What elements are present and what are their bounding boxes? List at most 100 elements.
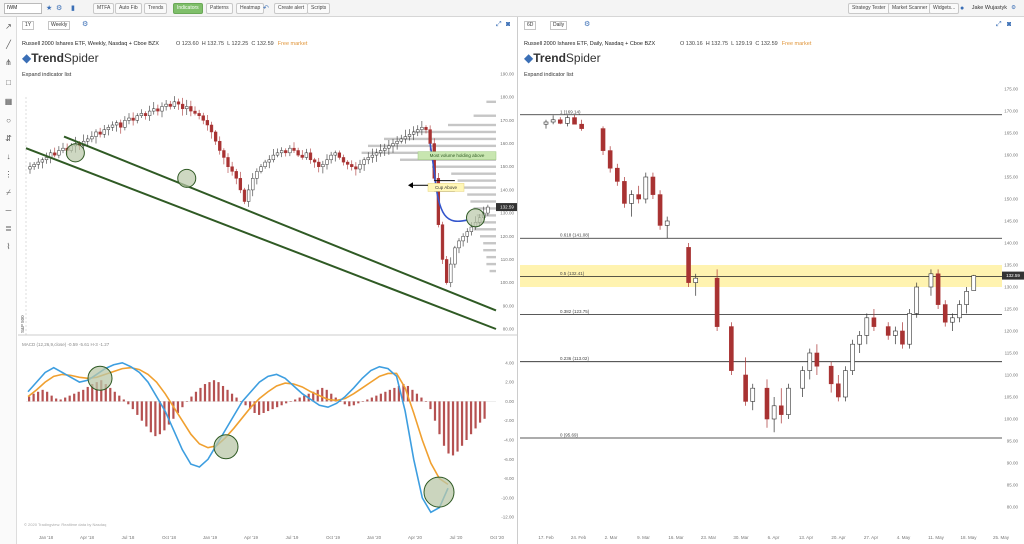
trends-button[interactable]: Trends xyxy=(144,3,168,14)
arrow-tool-icon[interactable]: ↓ xyxy=(6,152,11,161)
settings-icon[interactable]: ⚙ xyxy=(584,21,591,28)
low-value: L 122.25 xyxy=(227,41,249,47)
weekly-chart-canvas[interactable]: 190.00 180.00 170.00 160.00 150.00 140.00 130.… xyxy=(18,17,518,544)
star-icon[interactable]: ★ xyxy=(46,5,53,12)
symbol-input[interactable]: IWM xyxy=(4,3,42,14)
volume-profile-bar xyxy=(486,255,496,259)
macd-histogram-bar xyxy=(253,401,256,413)
expand-indicator-list[interactable]: Expand indicator list xyxy=(22,72,72,78)
candle-body xyxy=(444,259,449,283)
weekly-chart-pane[interactable]: 1Y Weekly ⚙ ⤢ ◙ 190.00 180.00 170.00 160.00… xyxy=(18,17,518,544)
price-axis-label: 150.00 xyxy=(500,164,514,169)
macd-histogram-bar xyxy=(244,401,247,406)
strategy-tester-button[interactable]: Strategy Tester xyxy=(848,3,890,14)
brush-tool-icon[interactable]: ▦ xyxy=(4,97,13,106)
period-select[interactable]: 1Y xyxy=(22,21,35,30)
projection-tool-icon[interactable]: ⌿ xyxy=(6,188,11,197)
macd-histogram-bar xyxy=(199,387,202,402)
user-name: Jake Wujastyk xyxy=(971,5,1008,11)
macd-axis-label: -4.00 xyxy=(504,438,515,443)
patterns-button[interactable]: Patterns xyxy=(206,3,233,14)
lower-trendline xyxy=(25,147,497,330)
candle-body xyxy=(185,106,189,110)
fib-tool-icon[interactable]: ⇵ xyxy=(5,134,12,143)
daily-chart-canvas[interactable]: 1 (169.14) 0.618 (141.08) 0.5 (132.41) 0.38… xyxy=(520,17,1024,544)
macd-histogram-bar xyxy=(276,401,279,408)
macd-histogram-bar xyxy=(352,401,355,406)
camera-icon[interactable]: ◙ xyxy=(506,21,511,28)
price-axis-label: 105.00 xyxy=(1004,395,1018,400)
macd-histogram-bar xyxy=(50,395,53,402)
candle-body xyxy=(251,178,255,191)
auto-fib-button[interactable]: Auto Fib xyxy=(115,3,142,14)
indicators-button[interactable]: Indicators xyxy=(173,3,203,14)
pitchfork-tool-icon[interactable]: ⋔ xyxy=(5,58,12,67)
wave-tool-icon[interactable]: ⌇ xyxy=(6,242,11,251)
macd-histogram-bar xyxy=(357,401,360,404)
daily-candle-body xyxy=(664,220,670,226)
expand-icon[interactable]: ⤢ xyxy=(996,21,1002,28)
camera-icon[interactable]: ◙ xyxy=(1007,21,1012,28)
ellipse-tool-icon[interactable]: ○ xyxy=(6,116,11,125)
macd-histogram-bar xyxy=(447,401,450,454)
time-axis-label: 23. Mar xyxy=(701,535,717,540)
macd-highlight-circle xyxy=(87,365,113,391)
scripts-button[interactable]: Scripts xyxy=(307,3,331,14)
create-alert-button[interactable]: Create alert xyxy=(274,3,309,14)
candle-body xyxy=(242,189,247,202)
chart-type-icon[interactable]: ▮ xyxy=(71,5,75,12)
candle-body xyxy=(304,152,309,158)
volume-profile-bar xyxy=(412,130,496,134)
expand-indicator-list[interactable]: Expand indicator list xyxy=(524,72,574,78)
account-icon[interactable]: ● xyxy=(960,5,965,12)
candle-body xyxy=(321,164,325,167)
candle-body xyxy=(325,159,329,165)
price-axis-label: 135.00 xyxy=(1004,263,1018,268)
gann-tool-icon[interactable]: ≣ xyxy=(5,224,12,233)
daily-candle-body xyxy=(543,121,549,125)
daily-chart-pane[interactable]: 6D Daily ⚙ ⤢ ◙ 1 (169.14) 0.618 (141.08) 0… xyxy=(520,17,1024,544)
volume-profile-bar xyxy=(483,242,496,245)
user-settings-icon[interactable]: ⚙ xyxy=(1011,5,1016,11)
price-axis-label: 150.00 xyxy=(1004,197,1018,202)
candle-body xyxy=(98,131,102,135)
candle-body xyxy=(114,122,119,126)
market-scanner-button[interactable]: Market Scanner xyxy=(888,3,932,14)
cursor-icon[interactable]: ↗ xyxy=(5,22,12,31)
daily-candle-body xyxy=(928,273,934,288)
position-tool-icon[interactable]: ⋮ xyxy=(4,170,13,179)
heatmap-button[interactable]: Heatmap xyxy=(236,3,265,14)
undo-icon[interactable]: ↶ xyxy=(263,5,269,12)
daily-candle-body xyxy=(607,150,613,169)
volume-profile-bar xyxy=(473,228,496,231)
price-axis-label: 95.00 xyxy=(1007,439,1019,444)
candle-body xyxy=(288,147,292,154)
horizontal-line-icon[interactable]: ─ xyxy=(5,206,12,215)
price-axis-label: 170.00 xyxy=(500,118,514,123)
time-axis-label: Apr '20 xyxy=(408,535,423,540)
interval-select[interactable]: Weekly xyxy=(48,21,71,30)
period-select[interactable]: 6D xyxy=(524,21,537,30)
rectangle-tool-icon[interactable]: □ xyxy=(6,78,11,87)
macd-histogram-bar xyxy=(185,401,189,402)
macd-histogram-bar xyxy=(312,391,315,402)
daily-candle-body xyxy=(686,247,691,283)
settings-icon[interactable]: ⚙ xyxy=(82,21,89,28)
user-menu[interactable]: Jake Wujastyk ⚙ xyxy=(972,3,1016,14)
expand-icon[interactable]: ⤢ xyxy=(496,21,502,28)
cup-above-label: Cup Above xyxy=(435,185,458,190)
trendline-tool-icon[interactable]: ╱ xyxy=(6,40,11,49)
widgets-button[interactable]: Widgets... xyxy=(929,3,960,14)
macd-histogram-bar xyxy=(474,401,477,429)
mtfa-button[interactable]: MTFA xyxy=(93,3,115,14)
candle-body xyxy=(57,150,61,156)
price-axis-label: 160.00 xyxy=(1004,153,1018,158)
macd-histogram-bar xyxy=(294,399,297,402)
macd-histogram-bar xyxy=(181,401,184,408)
interval-select[interactable]: Daily xyxy=(550,21,568,30)
macd-histogram-bar xyxy=(118,395,121,402)
settings-icon[interactable]: ⚙ xyxy=(56,5,63,12)
high-value: H 132.75 xyxy=(705,41,729,47)
daily-candle-body xyxy=(950,317,955,323)
macd-histogram-bar xyxy=(239,401,243,402)
